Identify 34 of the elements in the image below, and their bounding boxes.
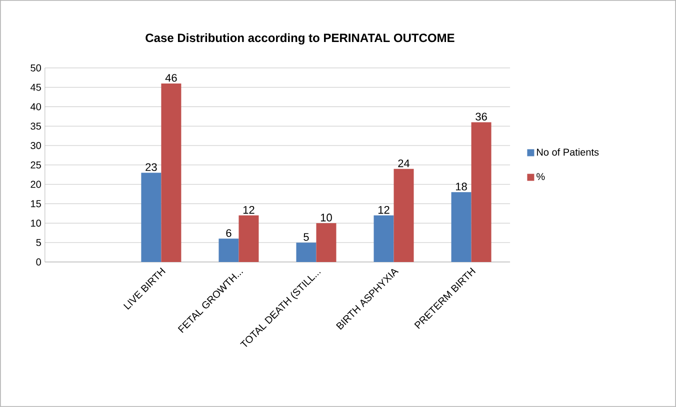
data-label: 24: [398, 160, 410, 168]
legend-label: No of Patients: [537, 148, 599, 156]
bar: [394, 168, 414, 262]
bar: [141, 172, 162, 262]
y-tick-label: 30: [30, 142, 41, 150]
y-tick-label: 10: [31, 220, 41, 227]
chart-title: Case Distribution according to PERINATAL OUTCOME: [146, 33, 454, 45]
y-tick-label: 5: [36, 239, 41, 246]
data-label: 10: [320, 214, 332, 222]
y-tick-label: 20: [30, 180, 41, 188]
bar: [161, 83, 182, 262]
y-tick-label: 0: [36, 258, 41, 266]
y-tick-label: 40: [30, 103, 41, 110]
data-label: 23: [146, 163, 157, 172]
data-label: 36: [476, 112, 487, 121]
bar: [316, 223, 336, 262]
data-label: 12: [243, 206, 254, 214]
bar: [296, 242, 316, 262]
y-tick-label: 25: [30, 161, 41, 169]
y-tick-label: 50: [30, 64, 41, 72]
data-label: 5: [304, 233, 309, 241]
bar: [374, 215, 394, 262]
data-label: 18: [456, 182, 467, 190]
data-label: 6: [226, 229, 232, 238]
data-label: 46: [165, 74, 177, 82]
legend-label: %: [536, 173, 545, 180]
bar: [238, 215, 259, 262]
bar: [218, 238, 239, 262]
y-tick-label: 15: [31, 200, 41, 208]
bar: [471, 122, 492, 262]
bar: [451, 192, 472, 262]
y-tick-label: 35: [30, 122, 41, 130]
data-label: 12: [378, 206, 390, 214]
y-tick-label: 45: [30, 84, 41, 91]
